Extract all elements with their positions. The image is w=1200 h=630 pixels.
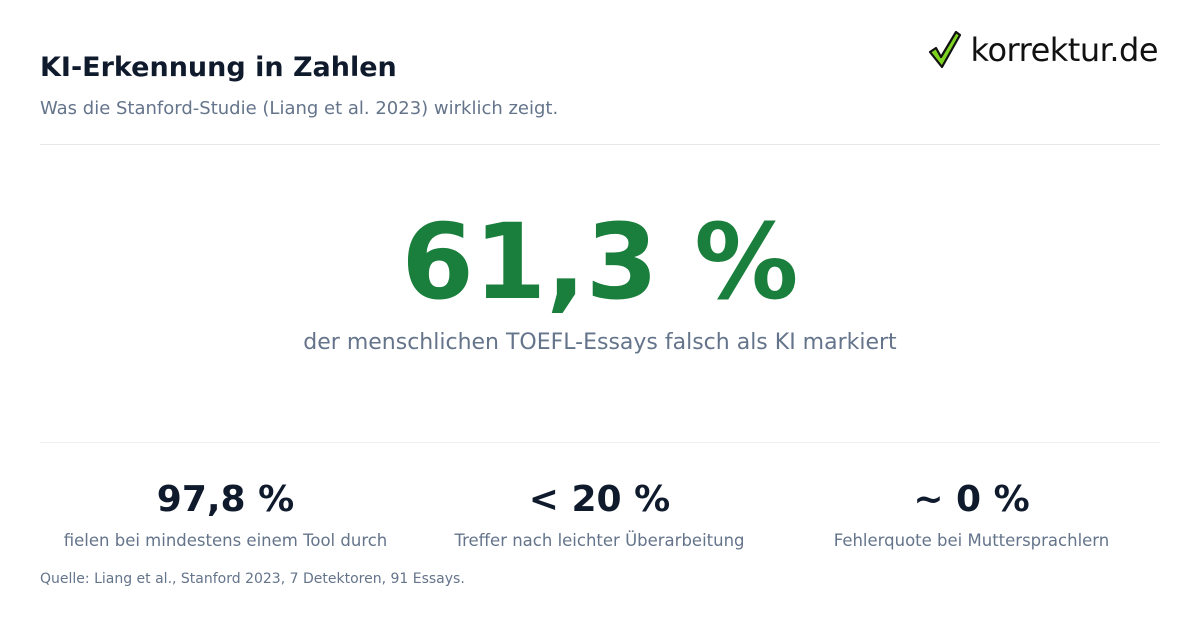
hero-caption: der menschlichen TOEFL-Essays falsch als… [303,330,897,355]
title: KI-Erkennung in Zahlen [40,52,397,83]
hero-value: 61,3 % [401,201,799,323]
stat-value: 97,8 % [156,479,295,520]
stat-value: < 20 % [528,479,671,520]
stat-label: fielen bei mindestens einem Tool durch [63,531,388,551]
source: Quelle: Liang et al., Stanford 2023, 7 D… [40,571,465,587]
stat: 97,8 % fielen bei mindestens einem Tool … [38,478,413,550]
divider [40,144,1160,145]
stat-label: Fehlerquote bei Muttersprachlern [833,531,1110,551]
logo-text: korrektur.de [970,31,1159,69]
stat-label: Treffer nach leichter Überarbeitung [454,531,745,551]
divider [40,442,1160,443]
logo-check [928,30,961,69]
stat-value: ~ 0 % [913,479,1030,520]
subtitle: Was die Stanford-Studie (Liang et al. 20… [40,98,559,119]
logo: korrektur.de [927,30,1159,70]
stat: < 20 % Treffer nach leichter Überarbeitu… [412,478,787,550]
stat: ~ 0 % Fehlerquote bei Muttersprachlern [784,478,1159,550]
